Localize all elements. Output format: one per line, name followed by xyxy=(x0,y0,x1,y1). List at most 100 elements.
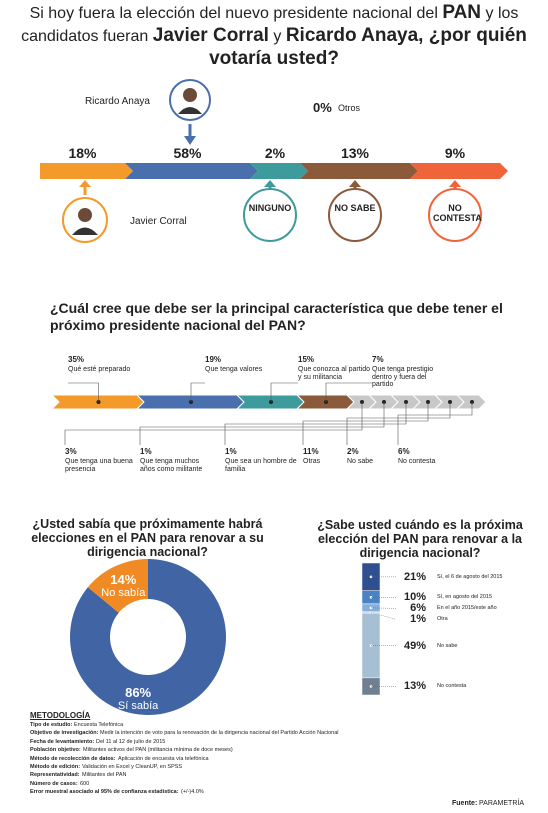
value-label: 15% xyxy=(298,355,315,364)
method-value: 600 xyxy=(80,780,90,787)
category-label: No sabe xyxy=(437,642,458,649)
arrow-head xyxy=(449,180,461,187)
category-label: Sí, en agosto del 2015 xyxy=(437,594,493,601)
leader xyxy=(139,402,385,445)
method-value: Militantes del PAN xyxy=(82,772,127,779)
leader xyxy=(346,402,451,445)
segment xyxy=(125,163,258,179)
category-label: No contesta xyxy=(437,683,467,690)
other-label: Otros xyxy=(338,103,361,113)
category-label: Qué esté preparado xyxy=(68,366,131,373)
value-label: 14% xyxy=(110,571,137,587)
value-label: 7% xyxy=(372,355,384,364)
value-label: 49% xyxy=(403,639,426,652)
methodology-heading: METODOLOGÍA xyxy=(30,711,91,720)
method-value: Encuesta Telefónica xyxy=(74,722,124,728)
method-label: Representatividad: xyxy=(30,772,80,779)
chart-title: ¿Usted sabía que próximamente habrá elec… xyxy=(31,517,264,559)
value-label: 13% xyxy=(403,680,426,693)
chart-title: ¿Sabe usted cuándo es la próxima elecció… xyxy=(317,518,523,560)
method-value: Validación en Excel y CleanUP, en SPSS xyxy=(82,764,183,770)
value-label: 35% xyxy=(68,355,85,364)
category-label: Otras xyxy=(303,458,321,465)
value-label: 6% xyxy=(398,447,410,456)
candidate-name: Ricardo Anaya xyxy=(84,96,150,107)
leader xyxy=(68,382,99,402)
title-part: Javier Corral xyxy=(152,25,269,46)
method-label: Población objetivo: xyxy=(30,747,81,754)
leader xyxy=(325,382,372,402)
method-value: Medir la intención de voto para la renov… xyxy=(100,730,339,737)
category-label: Que tenga muchos años como militante xyxy=(140,458,203,473)
value-label: 1% xyxy=(225,447,237,456)
category-label: Que tenga prestigio dentro y fuera del p… xyxy=(372,366,434,389)
leader xyxy=(397,402,473,445)
slice xyxy=(70,559,227,716)
method-label: Método de recolección de datos: xyxy=(30,755,116,762)
arrow-head xyxy=(349,180,361,187)
leader xyxy=(190,382,205,402)
value-label: 2% xyxy=(264,145,286,161)
category-label: Sí, el 6 de agosto del 2015 xyxy=(437,573,503,580)
value-label: 10% xyxy=(403,591,426,604)
avatar xyxy=(62,197,108,243)
source-label: Fuente: xyxy=(452,800,478,807)
category-label: Que tenga una buena presencia xyxy=(65,458,133,473)
segment xyxy=(40,163,133,179)
value-label: 19% xyxy=(205,355,222,364)
chart-title: ¿Cuál cree que debe ser la principal car… xyxy=(50,300,503,333)
segment xyxy=(300,163,418,179)
value-label: 21% xyxy=(403,570,426,583)
other-value: 0% xyxy=(313,100,332,115)
method-value: Militantes activos del PAN (militancia m… xyxy=(83,747,233,754)
method-value: (+/-)4.0% xyxy=(181,789,204,796)
method-label: Número de casos: xyxy=(30,780,78,787)
option-circle xyxy=(328,188,382,242)
source-name: PARAMETRÍA xyxy=(479,800,524,807)
arrow-head xyxy=(264,180,276,187)
value-label: 58% xyxy=(173,145,202,161)
avatar xyxy=(169,79,211,121)
title-part: y xyxy=(268,28,286,45)
option-label: NO CONTESTA xyxy=(433,203,482,223)
title-part: Si hoy fuera la elección del nuevo presi… xyxy=(29,5,443,22)
arrow-head xyxy=(79,180,91,187)
option-label: NO SABE xyxy=(334,203,376,213)
value-label: 1% xyxy=(410,613,426,626)
method-value: Del 11 al 12 de julio de 2015 xyxy=(96,738,166,745)
segment xyxy=(250,163,308,179)
value-label: 1% xyxy=(140,447,152,456)
title-part: Ricardo Anaya, ¿por quién votaría usted? xyxy=(209,25,527,69)
category-label: No sabe xyxy=(347,458,374,465)
category-label: Otra xyxy=(437,616,448,623)
arrow-head xyxy=(184,136,196,145)
category-label: Sí sabía xyxy=(117,700,159,713)
leader xyxy=(270,382,298,402)
leader xyxy=(302,402,429,445)
value-label: 2% xyxy=(347,447,359,456)
category-label: En el año 2015/este año xyxy=(437,605,497,612)
segment xyxy=(410,163,508,179)
value-label: 11% xyxy=(303,447,319,456)
method-label: Fecha de levantamiento: xyxy=(30,738,95,745)
value-label: 6% xyxy=(410,602,426,615)
candidate-name: Javier Corral xyxy=(130,216,187,227)
category-label: No sabía xyxy=(101,586,146,599)
method-label: Método de edición: xyxy=(30,764,81,770)
value-label: 9% xyxy=(444,145,466,161)
slice xyxy=(87,559,148,613)
option-circle xyxy=(428,188,482,242)
category-label: No contesta xyxy=(398,458,436,465)
value-label: 18% xyxy=(68,145,97,161)
method-label: Objetivo de investigación: xyxy=(30,730,99,737)
title: Si hoy fuera la elección del nuevo presi… xyxy=(4,2,544,71)
category-label: Que conozca al partido y su militancia xyxy=(298,366,370,381)
leader xyxy=(64,402,363,445)
value-label: 13% xyxy=(340,145,370,161)
method-value: Aplicación de encuesta vía telefónica xyxy=(118,755,209,762)
category-label: Que sea un hombre de familia xyxy=(225,458,297,473)
value-label: 3% xyxy=(65,447,77,456)
title-part: PAN xyxy=(442,2,482,23)
